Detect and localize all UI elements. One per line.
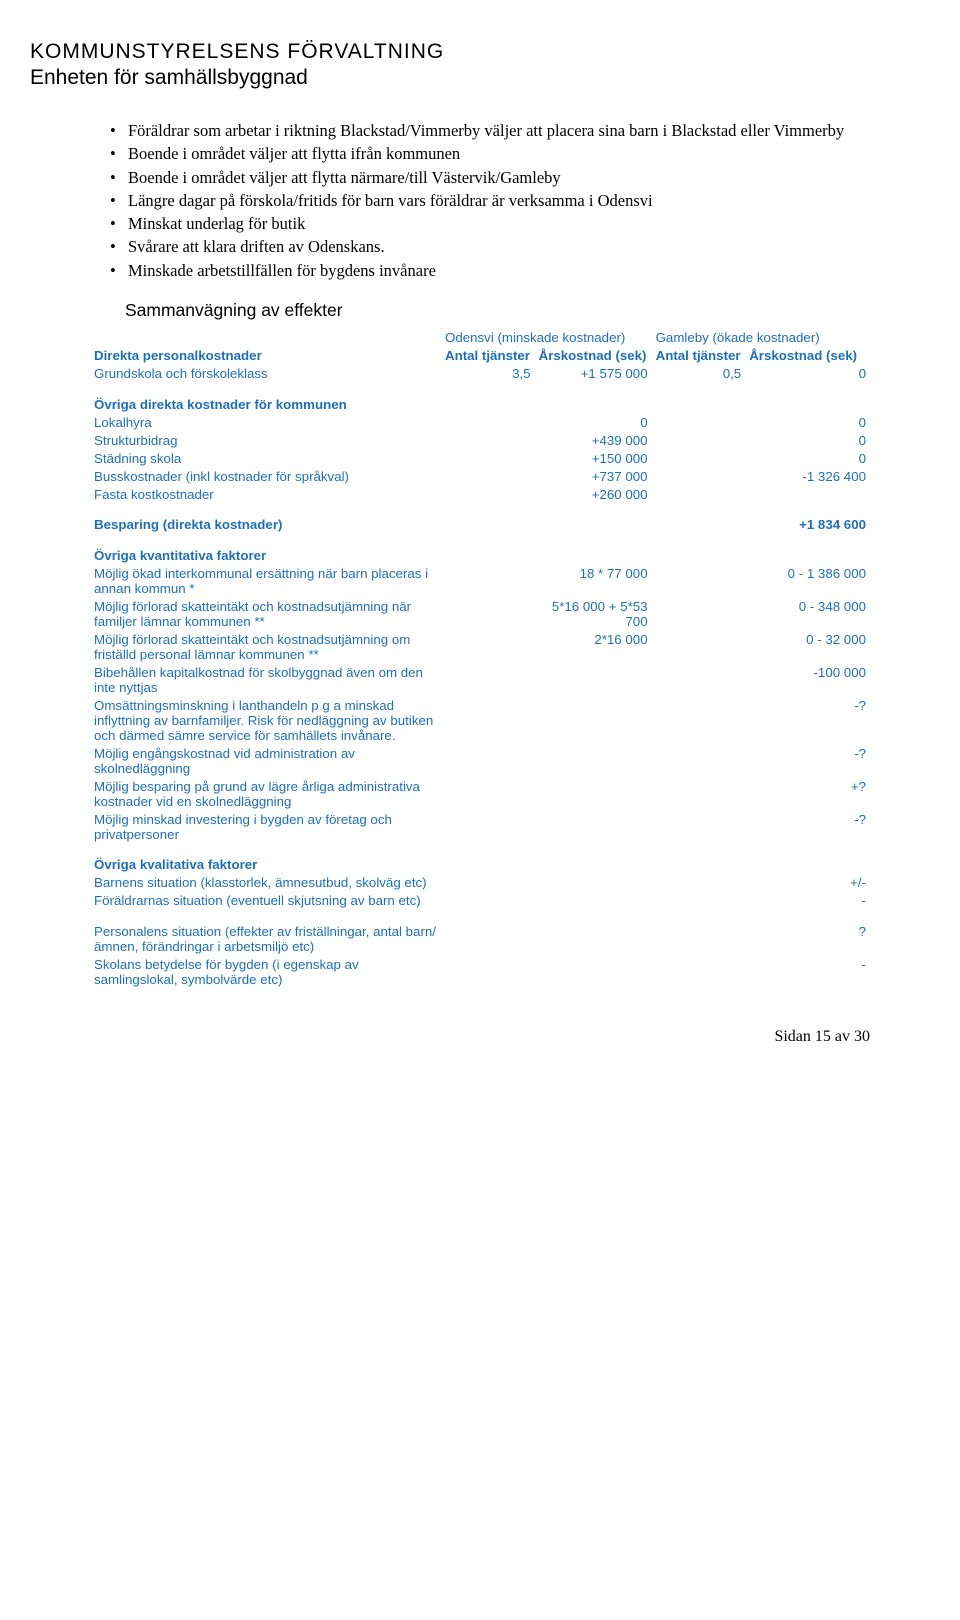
antal-header: Antal tjänster: [652, 347, 746, 365]
section-header-row: Övriga direkta kostnader för kommunen: [90, 383, 870, 414]
cell: 0 - 1 386 000: [745, 564, 870, 597]
row-label: Strukturbidrag: [90, 431, 441, 449]
cell: 0 - 32 000: [745, 630, 870, 663]
section-header-row: Övriga kvalitativa faktorer: [90, 843, 870, 874]
row-label: Möjlig engångskostnad vid administration…: [90, 744, 441, 777]
cell: +150 000: [535, 449, 652, 467]
table-row: Busskostnader (inkl kostnader för språkv…: [90, 467, 870, 485]
row-label: Föräldrarnas situation (eventuell skjuts…: [90, 892, 441, 910]
row-label: Möjlig minskad investering i bygden av f…: [90, 810, 441, 843]
bullet-item: Boende i området väljer att flytta närma…: [110, 167, 870, 189]
section-heading: Sammanvägning av effekter: [125, 300, 870, 321]
cell: +?: [745, 777, 870, 810]
cell: [745, 485, 870, 503]
bullet-item: Svårare att klara driften av Odenskans.: [110, 236, 870, 258]
row-label: Fasta kostkostnader: [90, 485, 441, 503]
bullet-item: Boende i området väljer att flytta ifrån…: [110, 143, 870, 165]
table-row: Möjlig engångskostnad vid administration…: [90, 744, 870, 777]
cell: +737 000: [535, 467, 652, 485]
cell: +/-: [745, 874, 870, 892]
table-row: Skolans betydelse för bygden (i egenskap…: [90, 955, 870, 988]
besparing-label: Besparing (direkta kostnader): [90, 503, 441, 534]
bullet-item: Föräldrar som arbetar i riktning Blackst…: [110, 120, 870, 142]
cell: -100 000: [745, 663, 870, 696]
table-row: Besparing (direkta kostnader) +1 834 600: [90, 503, 870, 534]
row-label: Grundskola och förskoleklass: [90, 365, 441, 383]
table-row: Möjlig förlorad skatteintäkt och kostnad…: [90, 597, 870, 630]
row-label: Möjlig besparing på grund av lägre årlig…: [90, 777, 441, 810]
cell: 0: [745, 431, 870, 449]
cell: 0: [535, 413, 652, 431]
cell: 0: [745, 413, 870, 431]
group-a-header: Odensvi (minskade kostnader): [441, 329, 652, 347]
cell: +1 575 000: [535, 365, 652, 383]
row-label: Möjlig förlorad skatteintäkt och kostnad…: [90, 630, 441, 663]
cell: 18 * 77 000: [535, 564, 652, 597]
cell: 0 - 348 000: [745, 597, 870, 630]
table-row: Grundskola och förskoleklass 3,5 +1 575 …: [90, 365, 870, 383]
antal-header: Antal tjänster: [441, 347, 535, 365]
cell: +260 000: [535, 485, 652, 503]
table-row: Föräldrarnas situation (eventuell skjuts…: [90, 892, 870, 910]
bullet-item: Minskade arbetstillfällen för bygdens in…: [110, 260, 870, 282]
table-row: Möjlig minskad investering i bygden av f…: [90, 810, 870, 843]
table-row: Möjlig förlorad skatteintäkt och kostnad…: [90, 630, 870, 663]
cell: 3,5: [441, 365, 535, 383]
ovriga-direkta-header: Övriga direkta kostnader för kommunen: [90, 383, 870, 414]
ovriga-kvant-header: Övriga kvantitativa faktorer: [90, 534, 870, 565]
ars-header: Årskostnad (sek): [535, 347, 652, 365]
cell: ?: [745, 910, 870, 956]
table-row: Strukturbidrag +439 000 0: [90, 431, 870, 449]
cell: -: [745, 955, 870, 988]
page-footer: Sidan 15 av 30: [90, 1028, 870, 1046]
direct-personal-header: Direkta personalkostnader: [90, 347, 441, 365]
row-label: Personalens situation (effekter av frist…: [90, 910, 441, 956]
row-label: Möjlig förlorad skatteintäkt och kostnad…: [90, 597, 441, 630]
cell: +439 000: [535, 431, 652, 449]
cell: -?: [745, 744, 870, 777]
org-subtitle: Enheten för samhällsbyggnad: [30, 66, 870, 90]
table-row: Fasta kostkostnader +260 000: [90, 485, 870, 503]
row-label: Bibehållen kapitalkostnad för skolbyggna…: [90, 663, 441, 696]
cell: 5*16 000 + 5*53 700: [535, 597, 652, 630]
cell: -?: [745, 696, 870, 744]
row-label: Lokalhyra: [90, 413, 441, 431]
section-header-row: Övriga kvantitativa faktorer: [90, 534, 870, 565]
cell: 2*16 000: [535, 630, 652, 663]
table-row: Bibehållen kapitalkostnad för skolbyggna…: [90, 663, 870, 696]
sub-header-row: Direkta personalkostnader Antal tjänster…: [90, 347, 870, 365]
table-row: Personalens situation (effekter av frist…: [90, 910, 870, 956]
bullet-item: Minskat underlag för butik: [110, 213, 870, 235]
cell: 0,5: [652, 365, 746, 383]
table-row: Städning skola +150 000 0: [90, 449, 870, 467]
ars-header: Årskostnad (sek): [745, 347, 870, 365]
cell: -1 326 400: [745, 467, 870, 485]
table-row: Möjlig ökad interkommunal ersättning när…: [90, 564, 870, 597]
ovriga-kval-header: Övriga kvalitativa faktorer: [90, 843, 870, 874]
besparing-value: +1 834 600: [745, 503, 870, 534]
row-label: Barnens situation (klasstorlek, ämnesutb…: [90, 874, 441, 892]
bullet-item: Längre dagar på förskola/fritids för bar…: [110, 190, 870, 212]
effects-table: Odensvi (minskade kostnader) Gamleby (ök…: [90, 329, 870, 989]
table-row: Lokalhyra 0 0: [90, 413, 870, 431]
row-label: Omsättningsminskning i lanthandeln p g a…: [90, 696, 441, 744]
table-row: Barnens situation (klasstorlek, ämnesutb…: [90, 874, 870, 892]
cell: -: [745, 892, 870, 910]
table-row: Omsättningsminskning i lanthandeln p g a…: [90, 696, 870, 744]
cell: 0: [745, 449, 870, 467]
table-row: Möjlig besparing på grund av lägre årlig…: [90, 777, 870, 810]
bullet-list: Föräldrar som arbetar i riktning Blackst…: [110, 120, 870, 282]
row-label: Städning skola: [90, 449, 441, 467]
group-header-row: Odensvi (minskade kostnader) Gamleby (ök…: [90, 329, 870, 347]
org-title: KOMMUNSTYRELSENS FÖRVALTNING: [30, 40, 870, 64]
group-b-header: Gamleby (ökade kostnader): [652, 329, 870, 347]
cell: 0: [745, 365, 870, 383]
cell: -?: [745, 810, 870, 843]
row-label: Busskostnader (inkl kostnader för språkv…: [90, 467, 441, 485]
row-label: Möjlig ökad interkommunal ersättning när…: [90, 564, 441, 597]
row-label: Skolans betydelse för bygden (i egenskap…: [90, 955, 441, 988]
